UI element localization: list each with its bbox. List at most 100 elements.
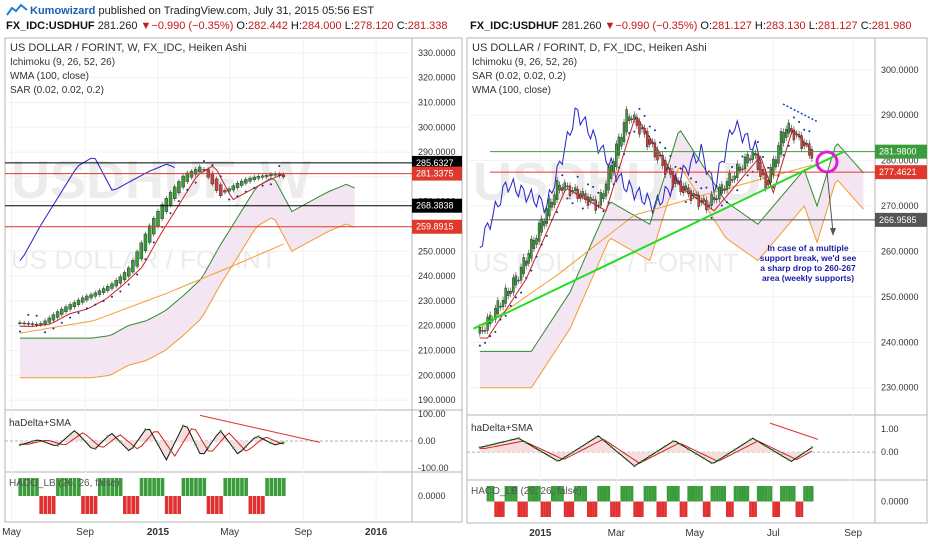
haco-bar xyxy=(728,501,732,517)
sar-dot xyxy=(18,330,21,333)
haco-bar xyxy=(594,501,598,517)
candle xyxy=(55,311,60,318)
candle xyxy=(525,260,528,266)
candle xyxy=(697,194,700,207)
sar-dot xyxy=(60,321,63,324)
sar-dot xyxy=(787,144,790,147)
candle xyxy=(214,178,219,191)
candle xyxy=(85,295,89,301)
oscillator-dot xyxy=(756,440,760,443)
left-symbol[interactable]: FX_IDC:USDHUF xyxy=(6,20,95,32)
sar-dot xyxy=(731,166,734,169)
haco-bar xyxy=(767,486,770,502)
haco-bar xyxy=(653,486,657,502)
candle xyxy=(260,175,265,178)
haco-bar xyxy=(687,486,690,502)
oscillator-line xyxy=(479,435,813,467)
price-tick-label: 240.0000 xyxy=(418,271,456,281)
candle xyxy=(540,218,543,233)
left-summary: FX_IDC:USDHUF 281.260 ▼−0.990 (−0.35%) O… xyxy=(6,20,448,32)
haco-bar xyxy=(736,486,739,502)
haco-bar xyxy=(139,478,144,496)
legend-entry: US DOLLAR / FORINT, D, FX_IDC, Heiken As… xyxy=(472,42,707,54)
candle xyxy=(756,154,760,170)
left-change: −0.990 (−0.35%) xyxy=(151,20,234,32)
candle xyxy=(790,127,793,132)
daily-chart[interactable]: USDHUF, DUS DOLLAR / FORINT300.0000290.0… xyxy=(466,37,928,539)
sar-dot xyxy=(592,185,595,188)
sar-dot xyxy=(44,331,47,334)
haco-bar xyxy=(210,496,215,514)
sar-dot xyxy=(144,258,147,261)
oscillator-dot xyxy=(640,459,644,463)
candle xyxy=(558,184,561,191)
candle xyxy=(584,193,587,200)
candle xyxy=(805,143,808,145)
haco-bar xyxy=(43,496,48,514)
candle xyxy=(797,134,801,138)
author-link[interactable]: Kumowizard xyxy=(30,5,96,17)
haco-bar xyxy=(173,496,177,514)
annotation-text: area (weekly supports) xyxy=(762,273,854,283)
haco-label: HACO_LB (26, 26, false) xyxy=(471,486,582,497)
haco-bar xyxy=(525,501,528,517)
haco-bar xyxy=(143,478,148,496)
haco-bar xyxy=(512,486,515,502)
candle xyxy=(638,121,641,135)
sar-dot xyxy=(607,201,610,204)
sar-dot xyxy=(736,189,739,192)
haco-bar xyxy=(265,478,269,496)
sar-dot xyxy=(484,341,487,344)
wma-line xyxy=(479,164,813,330)
right-symbol[interactable]: FX_IDC:USDHUF xyxy=(470,20,559,32)
haco-bar xyxy=(35,478,39,496)
sar-dot xyxy=(612,183,615,186)
haco-bar xyxy=(679,501,683,517)
candle xyxy=(89,294,93,299)
candle xyxy=(545,208,548,224)
left-open: 282.442 xyxy=(248,20,288,32)
candle xyxy=(486,316,489,331)
haco-bar xyxy=(223,478,228,496)
sar-dot xyxy=(520,291,523,294)
candle xyxy=(193,169,198,175)
haco-bar xyxy=(674,486,678,502)
oscillator-dot xyxy=(494,442,497,445)
candle xyxy=(633,114,636,120)
candle xyxy=(800,135,803,149)
haco-bar xyxy=(553,486,557,502)
left-close: 281.338 xyxy=(407,20,448,32)
haco-bar xyxy=(240,478,244,496)
legend-entry: US DOLLAR / FORINT, W, FX_IDC, Heiken As… xyxy=(10,42,247,54)
price-tag-bg xyxy=(875,165,927,180)
candle xyxy=(131,260,135,273)
price-tag-label: 285.6327 xyxy=(416,158,454,168)
sar-dot xyxy=(695,181,698,184)
sar-dot xyxy=(186,188,189,191)
candle xyxy=(110,283,114,289)
sar-dot xyxy=(803,128,806,131)
haco-bar xyxy=(26,478,31,496)
candle xyxy=(277,174,282,176)
candle xyxy=(746,154,749,164)
left-last: 281.260 xyxy=(97,20,138,32)
candle xyxy=(743,156,747,170)
haco-bar xyxy=(93,496,98,514)
haco-bar xyxy=(746,486,750,502)
weekly-chart[interactable]: USDHUF, WUS DOLLAR / FORINT330.0000320.0… xyxy=(2,37,463,538)
senkou-span-b xyxy=(19,217,355,379)
sar-dot xyxy=(253,187,256,190)
sar-dot xyxy=(102,299,105,302)
oscillator-dot xyxy=(106,435,109,438)
candle xyxy=(774,159,778,168)
haco-bar xyxy=(169,496,173,514)
price-downtrend-line xyxy=(782,103,819,123)
haco-bar xyxy=(754,501,757,517)
candle xyxy=(730,179,734,181)
candle xyxy=(661,154,664,166)
time-tick-label: 2016 xyxy=(365,527,388,538)
candle xyxy=(210,173,215,185)
oscillator-dot xyxy=(232,446,235,450)
left-low: 278.120 xyxy=(353,20,394,32)
